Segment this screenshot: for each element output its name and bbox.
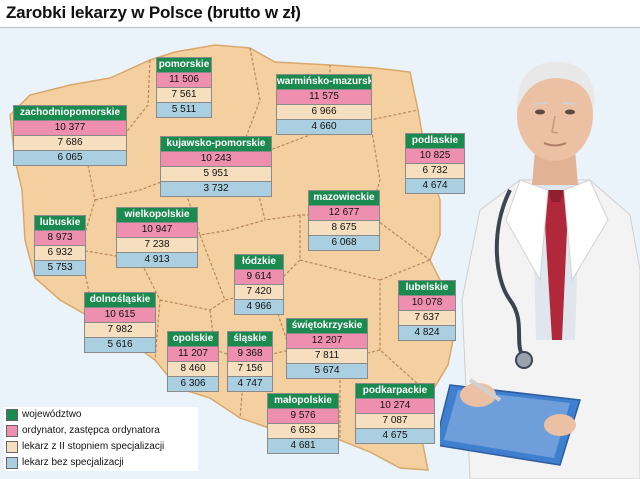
region-box-podkarpackie: podkarpackie 10 274 7 087 4 675 (355, 383, 435, 444)
region-ordynator: 10 615 (85, 307, 155, 322)
region-box-kujawsko-pomorskie: kujawsko-pomorskie 10 243 5 951 3 732 (160, 136, 272, 197)
region-ii-stopien: 5 951 (161, 166, 271, 181)
doctor-photo (440, 61, 640, 479)
region-ordynator: 11 506 (157, 72, 211, 87)
region-name: podlaskie (406, 134, 464, 148)
legend-label: lekarz bez specjalizacji (22, 457, 124, 468)
region-bez-specjalizacji: 5 674 (287, 363, 367, 378)
region-ordynator: 12 207 (287, 333, 367, 348)
legend-swatch (6, 409, 18, 421)
region-ordynator: 10 947 (117, 222, 197, 237)
region-ordynator: 10 274 (356, 398, 434, 413)
region-box-opolskie: opolskie 11 207 8 460 6 306 (167, 331, 219, 392)
region-name: opolskie (168, 332, 218, 346)
region-ii-stopien: 7 561 (157, 87, 211, 102)
region-ii-stopien: 8 675 (309, 220, 379, 235)
region-box-lubuskie: lubuskie 8 973 6 932 5 753 (34, 215, 86, 276)
region-ii-stopien: 7 811 (287, 348, 367, 363)
legend-label: lekarz z II stopniem specjalizacji (22, 441, 165, 452)
legend-swatch (6, 457, 18, 469)
legend-item: lekarz z II stopniem specjalizacji (4, 439, 198, 455)
region-box-lodzkie: łódzkie 9 614 7 420 4 966 (234, 254, 284, 315)
region-ii-stopien: 7 637 (399, 310, 455, 325)
region-bez-specjalizacji: 4 966 (235, 299, 283, 314)
region-bez-specjalizacji: 5 753 (35, 260, 85, 275)
region-ordynator: 11 207 (168, 346, 218, 361)
region-bez-specjalizacji: 5 616 (85, 337, 155, 352)
region-box-warminsko-mazurskie: warmińsko-mazurskie 11 575 6 966 4 660 (276, 74, 372, 135)
region-ordynator: 8 973 (35, 230, 85, 245)
region-box-pomorskie: pomorskie 11 506 7 561 5 511 (156, 57, 212, 118)
region-ii-stopien: 7 420 (235, 284, 283, 299)
region-ordynator: 10 078 (399, 295, 455, 310)
legend-item: lekarz bez specjalizacji (4, 455, 198, 471)
region-box-swietokrzyskie: świętokrzyskie 12 207 7 811 5 674 (286, 318, 368, 379)
legend: województwo ordynator, zastępca ordynato… (4, 407, 198, 471)
region-name: śląskie (228, 332, 272, 346)
region-bez-specjalizacji: 6 065 (14, 150, 126, 165)
region-ii-stopien: 7 156 (228, 361, 272, 376)
region-ordynator: 10 243 (161, 151, 271, 166)
region-box-malopolskie: małopolskie 9 576 6 653 4 681 (267, 393, 339, 454)
region-ii-stopien: 7 238 (117, 237, 197, 252)
region-name: warmińsko-mazurskie (277, 75, 371, 89)
region-ii-stopien: 6 732 (406, 163, 464, 178)
region-ii-stopien: 7 087 (356, 413, 434, 428)
region-box-zachodniopomorskie: zachodniopomorskie 10 377 7 686 6 065 (13, 105, 127, 166)
region-box-mazowieckie: mazowieckie 12 677 8 675 6 068 (308, 190, 380, 251)
region-box-slaskie: śląskie 9 368 7 156 4 747 (227, 331, 273, 392)
region-ii-stopien: 6 653 (268, 423, 338, 438)
region-name: pomorskie (157, 58, 211, 72)
region-name: zachodniopomorskie (14, 106, 126, 120)
region-bez-specjalizacji: 4 824 (399, 325, 455, 340)
legend-swatch (6, 425, 18, 437)
legend-swatch (6, 441, 18, 453)
region-ii-stopien: 7 982 (85, 322, 155, 337)
region-bez-specjalizacji: 4 747 (228, 376, 272, 391)
region-name: lubuskie (35, 216, 85, 230)
region-name: podkarpackie (356, 384, 434, 398)
region-bez-specjalizacji: 4 675 (356, 428, 434, 443)
region-bez-specjalizacji: 4 660 (277, 119, 371, 134)
region-name: małopolskie (268, 394, 338, 408)
region-ordynator: 9 576 (268, 408, 338, 423)
region-ii-stopien: 6 932 (35, 245, 85, 260)
region-bez-specjalizacji: 5 511 (157, 102, 211, 117)
region-box-podlaskie: podlaskie 10 825 6 732 4 674 (405, 133, 465, 194)
region-ordynator: 10 825 (406, 148, 464, 163)
region-bez-specjalizacji: 3 732 (161, 181, 271, 196)
region-bez-specjalizacji: 6 306 (168, 376, 218, 391)
title-rule (0, 27, 640, 28)
legend-item: ordynator, zastępca ordynatora (4, 423, 198, 439)
region-bez-specjalizacji: 4 681 (268, 438, 338, 453)
region-name: wielkopolskie (117, 208, 197, 222)
region-name: kujawsko-pomorskie (161, 137, 271, 151)
region-box-dolnoslaskie: dolnośląskie 10 615 7 982 5 616 (84, 292, 156, 353)
legend-label: województwo (22, 409, 82, 420)
legend-label: ordynator, zastępca ordynatora (22, 425, 160, 436)
region-name: dolnośląskie (85, 293, 155, 307)
region-ordynator: 10 377 (14, 120, 126, 135)
region-ordynator: 9 614 (235, 269, 283, 284)
region-bez-specjalizacji: 4 674 (406, 178, 464, 193)
region-ii-stopien: 8 460 (168, 361, 218, 376)
region-bez-specjalizacji: 6 068 (309, 235, 379, 250)
region-ordynator: 12 677 (309, 205, 379, 220)
region-ordynator: 9 368 (228, 346, 272, 361)
region-box-lubelskie: lubelskie 10 078 7 637 4 824 (398, 280, 456, 341)
region-name: świętokrzyskie (287, 319, 367, 333)
region-ii-stopien: 7 686 (14, 135, 126, 150)
region-name: mazowieckie (309, 191, 379, 205)
page-title: Zarobki lekarzy w Polsce (brutto w zł) (6, 3, 301, 22)
region-bez-specjalizacji: 4 913 (117, 252, 197, 267)
region-ii-stopien: 6 966 (277, 104, 371, 119)
region-name: łódzkie (235, 255, 283, 269)
region-ordynator: 11 575 (277, 89, 371, 104)
legend-item: województwo (4, 407, 198, 423)
region-box-wielkopolskie: wielkopolskie 10 947 7 238 4 913 (116, 207, 198, 268)
region-name: lubelskie (399, 281, 455, 295)
